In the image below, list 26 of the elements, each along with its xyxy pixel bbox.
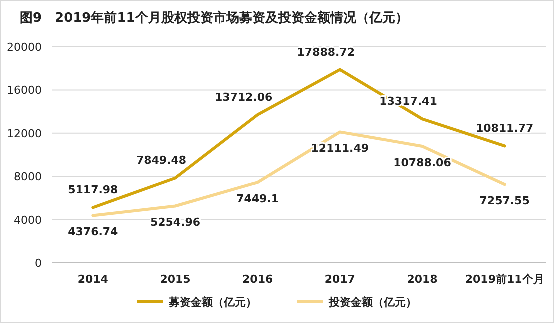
y-tick-label: 4000: [14, 214, 42, 227]
y-tick-label: 20000: [7, 41, 42, 54]
data-label: 10788.06: [394, 156, 452, 170]
x-tick-label: 2014: [78, 273, 109, 286]
y-tick-label: 8000: [14, 170, 42, 184]
data-label: 7257.55: [480, 194, 530, 208]
x-tick-label: 2015: [160, 273, 191, 286]
legend-label: 投资金额（亿元）: [328, 296, 417, 309]
y-tick-label: 16000: [7, 84, 42, 98]
data-label: 10811.77: [476, 122, 534, 136]
data-label: 7849.48: [136, 154, 187, 168]
data-label: 12111.49: [311, 142, 370, 156]
x-tick-label: 2016: [242, 273, 274, 286]
data-label: 13712.06: [214, 90, 274, 104]
data-label: 5254.96: [150, 216, 201, 230]
chart-title: 图9 2019年前11个月股权投资市场募资及投资金额情况（亿元）: [20, 10, 408, 26]
data-label: 5117.98: [68, 184, 118, 197]
legend-label: 募资金额（亿元）: [168, 296, 257, 309]
x-tick-label: 2017: [324, 273, 356, 286]
y-tick-label: 0: [35, 257, 42, 270]
x-tick-label: 2018: [407, 273, 438, 286]
data-label: 17888.72: [297, 46, 356, 59]
x-tick-label: 2019前11个月: [465, 273, 544, 286]
y-tick-label: 12000: [7, 127, 42, 140]
data-label: 7449.1: [236, 192, 280, 206]
data-label: 4376.74: [68, 226, 119, 239]
